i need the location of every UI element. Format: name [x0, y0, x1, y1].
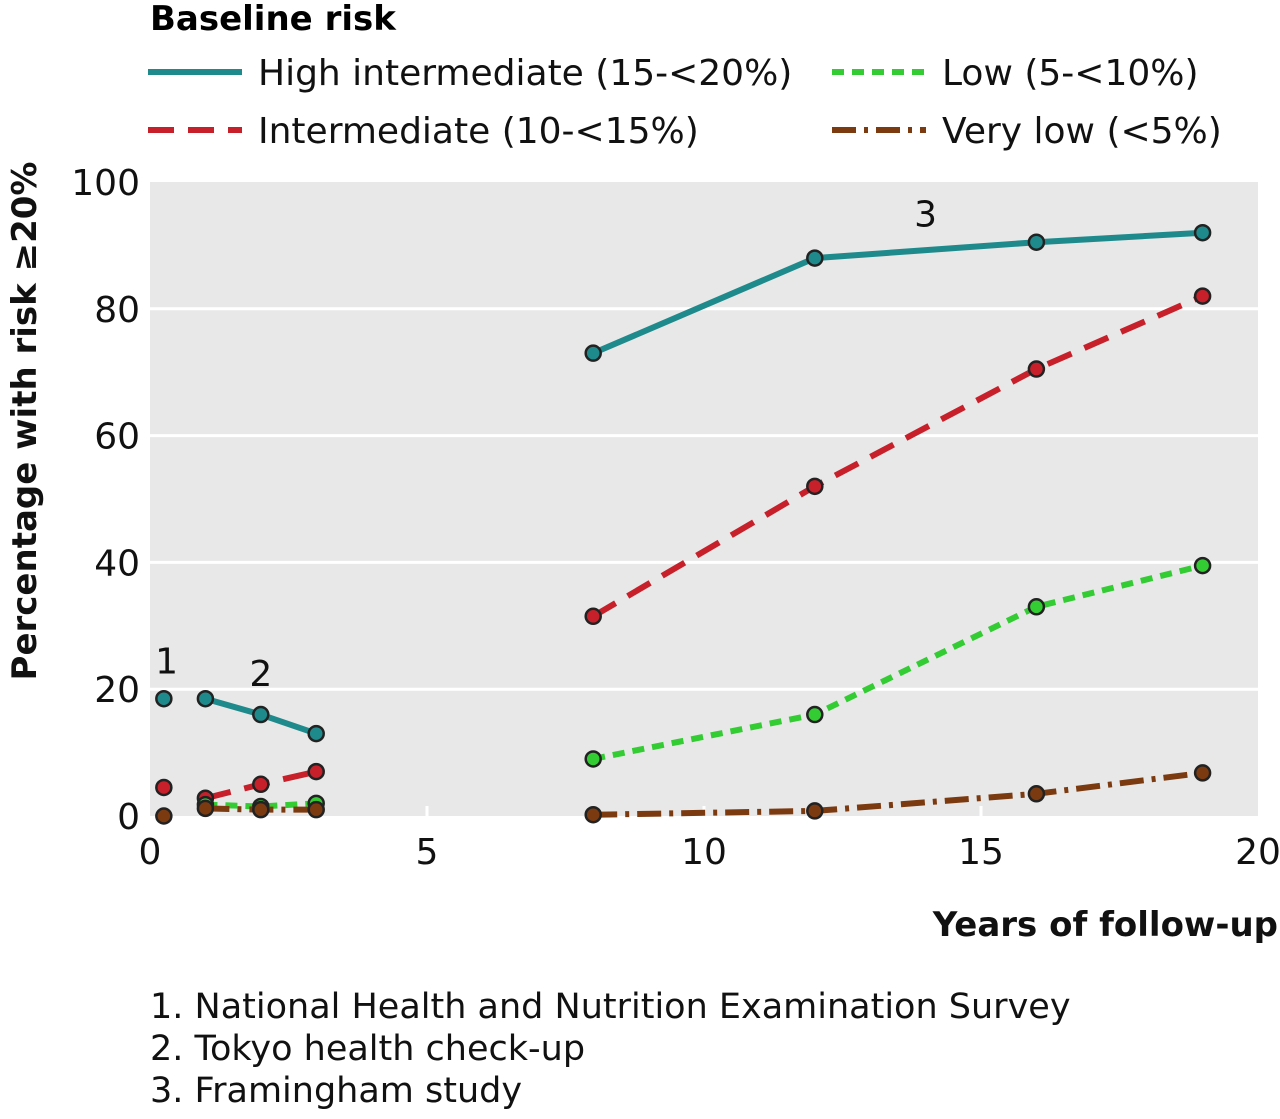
data-point — [307, 724, 325, 743]
data-point — [196, 689, 215, 708]
data-point — [1193, 556, 1212, 575]
annotations: 1 2 3 — [155, 194, 937, 695]
y-axis-title: Percentage with risk ≥20% — [5, 162, 45, 681]
x-axis-title: Years of follow-up — [932, 905, 1278, 945]
series-line — [592, 229, 1203, 356]
series-line — [592, 562, 1204, 762]
y-tick-label: 20 — [94, 670, 140, 711]
annotation-label: 2 — [249, 654, 272, 695]
series-0 — [155, 223, 1212, 743]
series-lines — [155, 223, 1212, 825]
y-axis-ticks: 0 20 40 60 80 100 — [71, 163, 140, 838]
x-tick-label: 20 — [1235, 832, 1280, 873]
data-point — [196, 799, 215, 818]
legend-label: Intermediate (10-<15%) — [258, 111, 699, 152]
data-point — [1193, 764, 1212, 782]
data-point — [806, 802, 824, 820]
legend-item: Very low (<5%) — [832, 111, 1222, 152]
legend-item: Low (5-<10%) — [832, 53, 1199, 94]
series-3 — [155, 764, 1212, 825]
legend-item: Intermediate (10-<15%) — [148, 111, 699, 152]
data-point — [252, 775, 270, 794]
y-tick-label: 0 — [117, 797, 140, 838]
footnote: 2. Tokyo health check-up — [150, 1029, 585, 1069]
data-point — [1027, 233, 1046, 251]
y-tick-label: 100 — [71, 163, 140, 204]
plot-background — [150, 182, 1258, 816]
x-axis-ticks: 0 5 10 15 20 — [139, 832, 1280, 873]
footnote: 1. National Health and Nutrition Examina… — [150, 987, 1071, 1027]
x-tick-label: 10 — [681, 832, 727, 873]
data-point — [584, 750, 602, 768]
data-point — [584, 805, 602, 824]
data-point — [584, 344, 602, 362]
footnote: 3. Framingham study — [150, 1071, 522, 1111]
legend-title: Baseline risk — [150, 0, 397, 39]
series-line — [591, 293, 1204, 619]
data-point — [806, 477, 824, 496]
data-point — [307, 800, 325, 819]
data-point — [584, 607, 602, 626]
legend-label: High intermediate (15-<20%) — [258, 53, 792, 94]
annotation-label: 1 — [155, 641, 178, 682]
x-tick-label: 0 — [139, 832, 162, 873]
data-point — [1027, 360, 1046, 378]
x-tick-label: 15 — [958, 832, 1004, 873]
y-tick-label: 60 — [94, 417, 140, 458]
data-point — [155, 689, 173, 708]
series-1 — [155, 287, 1212, 807]
annotation-label: 3 — [914, 194, 937, 235]
footnotes: 1. National Health and Nutrition Examina… — [150, 987, 1071, 1111]
data-point — [307, 762, 325, 781]
data-point — [806, 705, 824, 724]
y-tick-label: 40 — [94, 543, 140, 584]
data-point — [1193, 287, 1212, 305]
legend-label: Very low (<5%) — [942, 111, 1222, 152]
y-tick-label: 80 — [94, 290, 140, 331]
data-point — [806, 249, 824, 267]
legend-item: High intermediate (15-<20%) — [148, 53, 792, 94]
legend: Baseline risk High intermediate (15-<20%)… — [148, 0, 1222, 152]
data-point — [1027, 598, 1046, 616]
legend-label: Low (5-<10%) — [942, 53, 1199, 94]
data-point — [1193, 223, 1212, 242]
series-line — [593, 769, 1203, 818]
x-tick-label: 5 — [416, 832, 439, 873]
data-point — [155, 807, 173, 825]
data-point — [155, 778, 173, 797]
data-point — [1027, 785, 1046, 803]
data-point — [252, 800, 270, 819]
data-point — [252, 705, 270, 724]
